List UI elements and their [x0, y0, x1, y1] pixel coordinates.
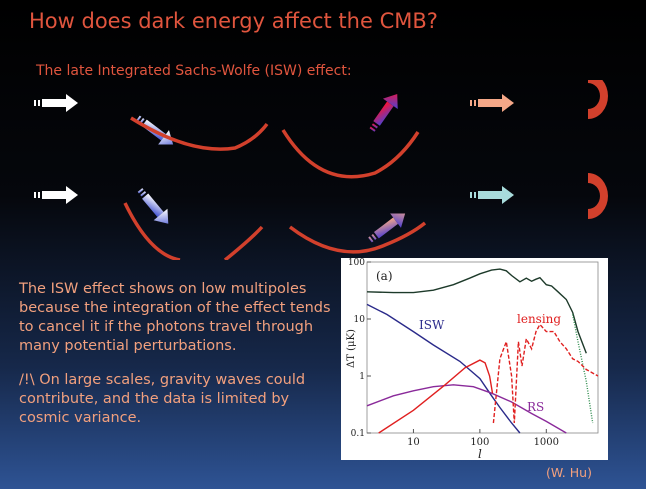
potential-well-deep: [123, 202, 264, 260]
photon-arrow-blueshift-icon: [470, 94, 514, 112]
x-axis-label: l: [478, 447, 482, 460]
potential-well-shallow: [288, 221, 427, 254]
photon-exit-arrow-blueshift-icon: [364, 88, 405, 136]
annotation-rs: RS: [527, 400, 544, 414]
x-tick-label: 10: [407, 437, 420, 448]
series-rs: [366, 384, 567, 434]
series-lensing-negative: [492, 323, 599, 424]
annotation-isw: ISW: [419, 318, 445, 332]
photon-arrow-redshift-icon: [470, 186, 514, 204]
slide-body: The ISW effect shows on low multipoles b…: [19, 280, 334, 443]
y-tick-label: 0.1: [351, 429, 365, 439]
series-total: [366, 268, 587, 354]
observer-icon: [588, 173, 608, 219]
y-tick-label: 1: [359, 372, 365, 382]
photon-infall-arrow-icon: [133, 184, 176, 230]
potential-well-deep: [281, 129, 420, 179]
y-tick-label: 100: [348, 258, 365, 268]
series-lensing: [378, 359, 494, 434]
y-axis-label: ΔT (μK): [346, 329, 357, 368]
annotation-lensing: lensing: [517, 312, 561, 326]
isw-diagram: [34, 80, 608, 260]
paragraph-caveat: /!\ On large scales, gravity waves could…: [19, 372, 306, 426]
plot-frame: [366, 261, 599, 434]
chart-figure: 10 100 1000 0.1 1 10 100 (a) ISW lensing RS l …: [341, 258, 608, 460]
potential-well-shallow: [130, 116, 269, 151]
photon-arrow-icon: [34, 186, 78, 204]
panel-label: (a): [376, 269, 393, 283]
x-tick-label: 100: [470, 437, 489, 448]
series-isw: [366, 303, 521, 434]
figure-credit: (W. Hu): [546, 465, 592, 480]
photon-arrow-icon: [34, 94, 78, 112]
slide-subtitle: The late Integrated Sachs-Wolfe (ISW) ef…: [36, 63, 352, 79]
photon-exit-arrow-icon: [364, 206, 411, 248]
slide-title: How does dark energy affect the CMB?: [29, 9, 438, 33]
series-total-unlensed: [572, 314, 594, 424]
paragraph-isw: The ISW effect shows on low multipoles b…: [19, 281, 331, 354]
y-tick-label: 10: [354, 315, 366, 325]
observer-icon: [588, 80, 608, 119]
x-tick-label: 1000: [534, 437, 559, 448]
